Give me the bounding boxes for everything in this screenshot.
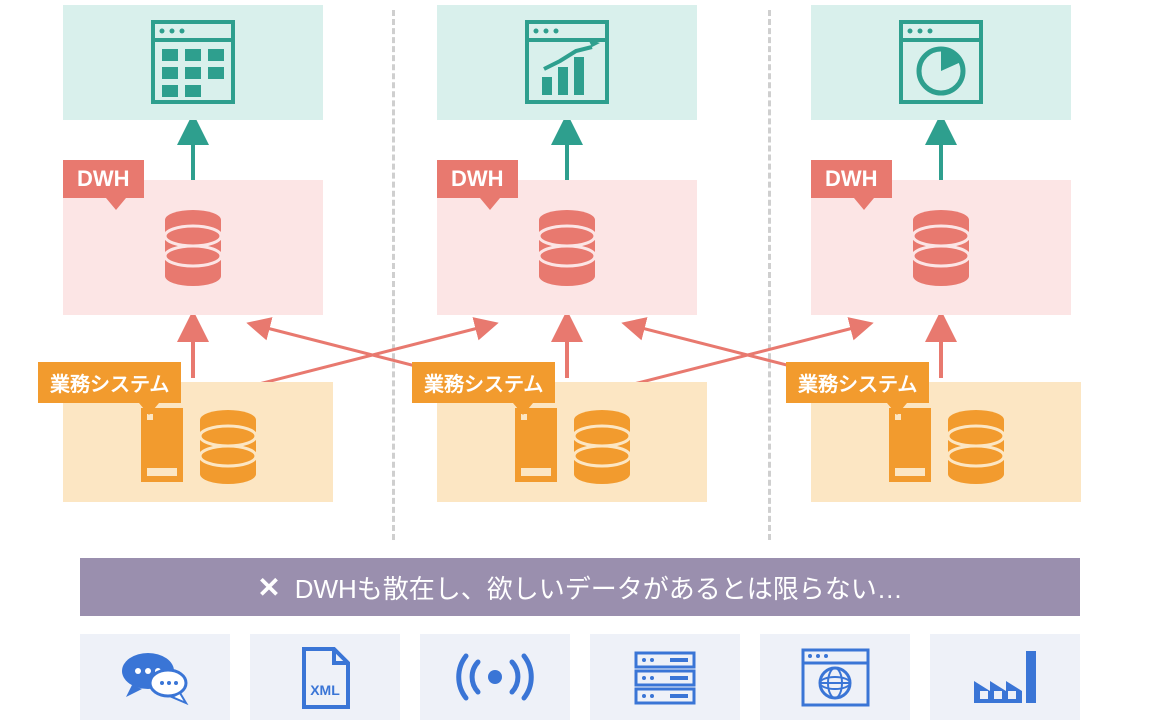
source-web-tile: [760, 634, 910, 720]
dwh-panel-3: [811, 180, 1071, 315]
svg-text:XML: XML: [310, 682, 340, 698]
dwh-label: DWH: [77, 166, 130, 191]
report-chart-icon: [522, 17, 612, 107]
chat-icon: [120, 647, 190, 707]
dwh-panel-2: [437, 180, 697, 315]
database-icon: [535, 210, 599, 288]
divider-2: [768, 10, 771, 540]
dwh-label: DWH: [825, 166, 878, 191]
source-factory-tile: [930, 634, 1080, 720]
dwh-badge-2: DWH: [437, 160, 518, 198]
message-banner: ✕ DWHも散在し、欲しいデータがあるとは限らない…: [80, 558, 1080, 616]
factory-icon: [968, 647, 1043, 707]
banner-text: DWHも散在し、欲しいデータがあるとは限らない…: [295, 569, 903, 606]
x-icon: ✕: [257, 571, 280, 604]
divider-1: [392, 10, 395, 540]
system-badge-1: 業務システム: [38, 362, 181, 403]
signal-icon: [450, 652, 540, 702]
dwh-badge-1: DWH: [63, 160, 144, 198]
server-rack-icon: [630, 647, 700, 707]
report-pie-icon: [896, 17, 986, 107]
report-panel-2: [437, 5, 697, 120]
web-browser-icon: [798, 645, 873, 710]
system-label: 業務システム: [50, 374, 169, 396]
dwh-badge-3: DWH: [811, 160, 892, 198]
source-xml-tile: XML: [250, 634, 400, 720]
database-icon: [161, 210, 225, 288]
report-grid-icon: [148, 17, 238, 107]
system-label: 業務システム: [424, 374, 543, 396]
source-signal-tile: [420, 634, 570, 720]
report-panel-3: [811, 5, 1071, 120]
system-badge-2: 業務システム: [412, 362, 555, 403]
diagram-canvas: DWH 業務システム: [0, 0, 1160, 720]
source-chat-tile: [80, 634, 230, 720]
report-panel-1: [63, 5, 323, 120]
xml-file-icon: XML: [298, 645, 353, 710]
database-icon: [909, 210, 973, 288]
source-server-tile: [590, 634, 740, 720]
dwh-label: DWH: [451, 166, 504, 191]
system-badge-3: 業務システム: [786, 362, 929, 403]
system-label: 業務システム: [798, 374, 917, 396]
dwh-panel-1: [63, 180, 323, 315]
